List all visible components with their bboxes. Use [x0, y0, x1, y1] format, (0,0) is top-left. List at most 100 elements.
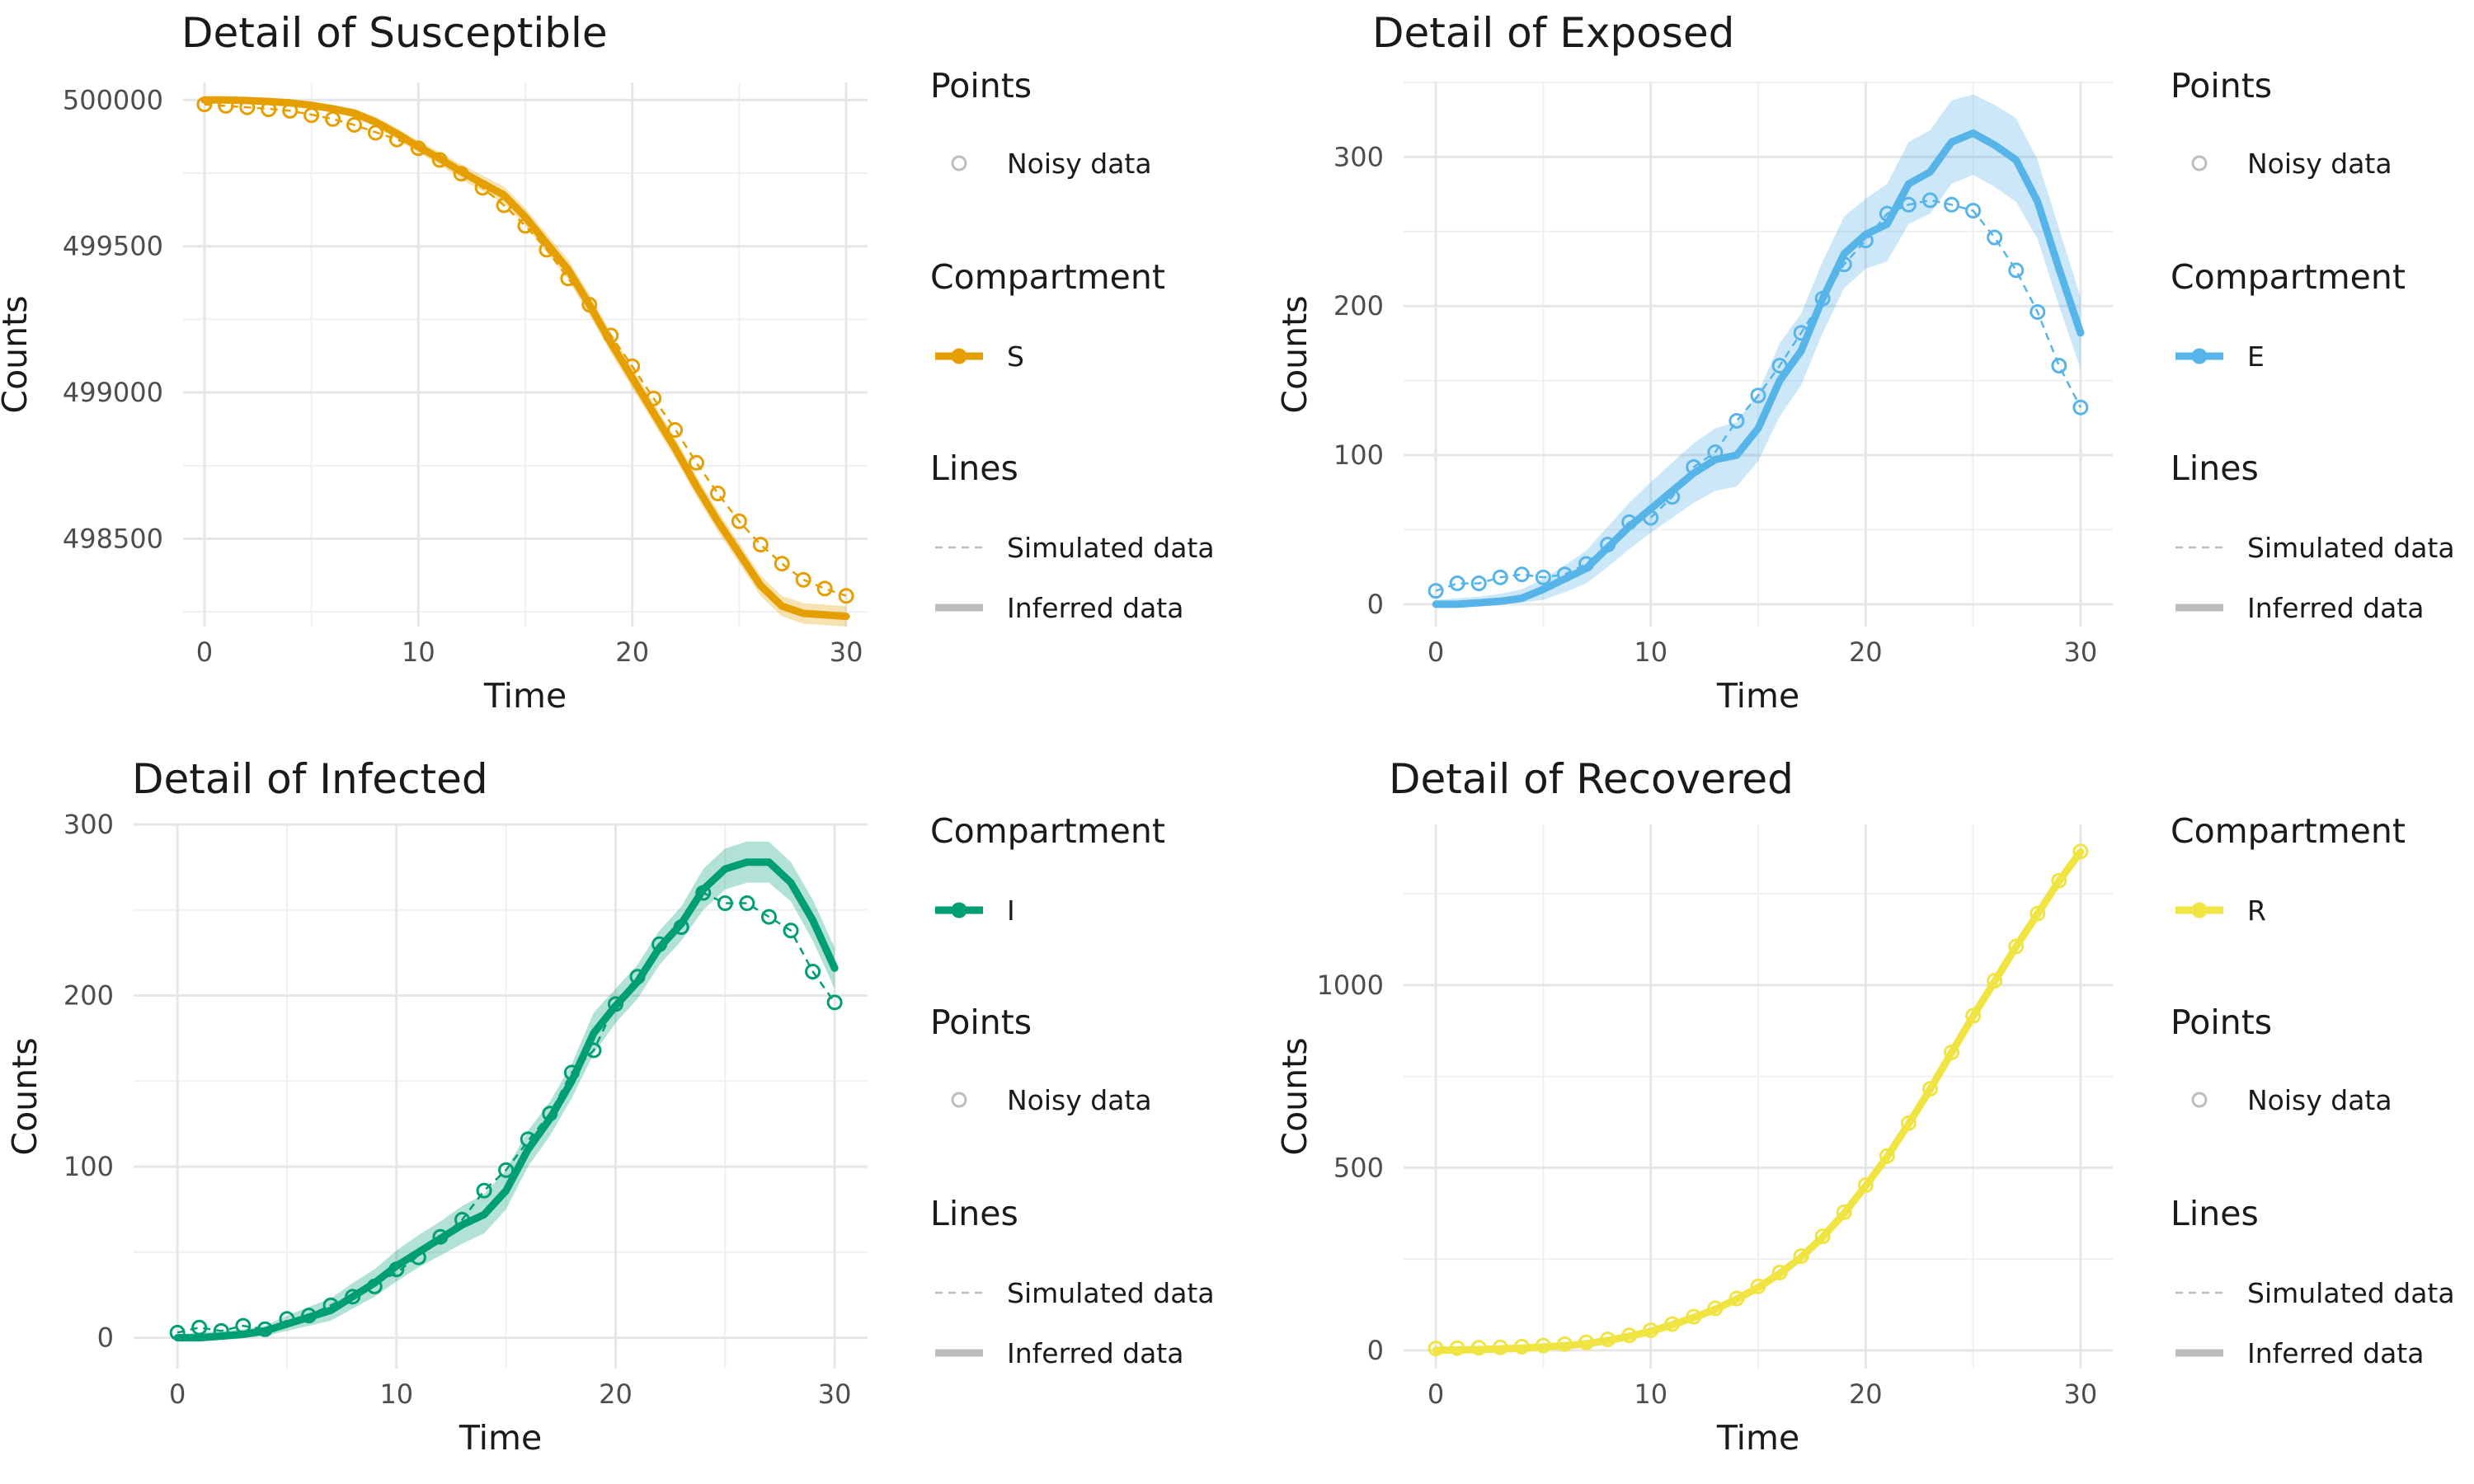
noisy-point: [474, 180, 491, 196]
y-axis-title: Counts: [5, 1037, 45, 1155]
noisy-point: [476, 1182, 492, 1199]
x-tick-label: 30: [830, 636, 863, 668]
noisy-point: [586, 1042, 602, 1059]
simulated-line: [1435, 199, 2082, 592]
x-tick-label: 20: [1849, 1378, 1883, 1410]
simulated-line: [1436, 851, 2081, 1350]
noisy-point: [191, 1319, 208, 1336]
noisy-point: [1729, 1290, 1745, 1307]
legend-title-lines: Lines: [930, 448, 1018, 488]
x-tick-label: 10: [379, 1378, 413, 1410]
y-tick-label: 499000: [63, 377, 163, 408]
noisy-point: [2008, 262, 2025, 279]
x-tick-label: 0: [169, 1378, 186, 1410]
noisy-point: [1793, 1248, 1809, 1265]
y-axis-title: Counts: [1275, 1037, 1315, 1155]
noisy-point: [410, 1249, 426, 1266]
y-tick-label: 200: [1333, 290, 1384, 322]
noisy-point: [218, 97, 234, 114]
x-tick-label: 10: [1634, 636, 1667, 668]
noisy-point: [563, 1064, 580, 1081]
noisy-point: [239, 99, 256, 115]
noisy-point: [410, 140, 426, 157]
legend-label-simulated: Simulated data: [1007, 1277, 1215, 1309]
legend-label-inferred: Inferred data: [1007, 592, 1183, 624]
x-axis-title: Time: [1716, 1418, 1799, 1458]
noisy-point: [607, 996, 623, 1012]
x-axis-title: Time: [483, 676, 567, 716]
legend-key-point-s: [951, 348, 967, 364]
noisy-point: [366, 1278, 383, 1294]
noisy-point: [256, 1321, 273, 1337]
legend-label-simulated: Simulated data: [1007, 532, 1215, 564]
noisy-point: [1686, 459, 1702, 476]
x-axis-title: Time: [459, 1418, 542, 1458]
inferred-line: [200, 96, 850, 621]
noisy-point: [367, 124, 383, 141]
noisy-point: [739, 895, 755, 911]
legend-title-points: Points: [930, 1003, 1032, 1042]
noisy-point: [1427, 1341, 1444, 1357]
noisy-point: [1965, 203, 1982, 219]
legend: Points Noisy data Compartment S Lines Simulat…: [930, 66, 1215, 624]
legend-title-compartment: Compartment: [2171, 811, 2406, 851]
chart-title: Detail of Recovered: [1389, 755, 1794, 803]
x-tick-label: 20: [599, 1378, 633, 1410]
simulated-line: [176, 891, 836, 1334]
x-tick-label: 0: [1427, 1378, 1444, 1410]
noisy-point: [1621, 514, 1638, 530]
inferred-line: [173, 858, 839, 1342]
legend-label-compartment: S: [1007, 340, 1024, 373]
noisy-point: [1470, 1340, 1487, 1356]
noisy-point: [1535, 1337, 1551, 1354]
panel-r: 0 10 20 30 0 500 1000 Detail of Recovered Time Co…: [1275, 755, 2455, 1458]
noisy-point: [603, 327, 619, 344]
legend: Compartment I Points Noisy data Lines Simulat…: [930, 811, 1215, 1369]
noisy-point: [651, 936, 668, 952]
legend: Points Noisy data Compartment E Lines Simulat…: [2171, 66, 2455, 624]
noisy-point: [1793, 325, 1809, 341]
noisy-point: [2072, 843, 2089, 860]
y-tick-label: 300: [1333, 141, 1384, 172]
noisy-point: [1729, 412, 1745, 429]
noisy-point: [1814, 290, 1831, 307]
noisy-point: [581, 297, 598, 313]
noisy-point: [1513, 1338, 1530, 1355]
legend-key-noisy: [2191, 1092, 2208, 1108]
noisy-point: [1427, 583, 1444, 599]
noisy-point: [1664, 489, 1681, 505]
legend-label-noisy: Noisy data: [1007, 148, 1152, 180]
legend-label-noisy: Noisy data: [2247, 148, 2392, 180]
noisy-point: [2030, 303, 2046, 320]
legend-title-compartment: Compartment: [2171, 257, 2406, 297]
noisy-point: [1836, 256, 1852, 273]
noisy-point: [1944, 196, 1960, 213]
y-tick-label: 1000: [1317, 970, 1384, 1001]
noisy-point: [517, 218, 534, 234]
noisy-point: [816, 580, 833, 597]
chart-title: Detail of Exposed: [1372, 9, 1734, 57]
x-tick-label: 10: [1634, 1378, 1667, 1410]
noisy-point: [539, 242, 555, 258]
noisy-point: [2072, 399, 2089, 416]
legend-label-compartment: R: [2247, 895, 2266, 927]
legend-label-inferred: Inferred data: [2247, 1337, 2424, 1369]
noisy-point: [1750, 1278, 1766, 1294]
noisy-point: [752, 537, 769, 553]
noisy-point: [1750, 387, 1766, 404]
noisy-point: [431, 152, 448, 168]
noisy-point: [213, 1322, 229, 1339]
y-tick-label: 498500: [63, 524, 163, 555]
noisy-point: [1492, 1339, 1508, 1355]
noisy-point: [498, 1162, 515, 1178]
noisy-point: [261, 101, 277, 118]
noisy-point: [1578, 556, 1595, 572]
x-tick-label: 20: [1849, 636, 1883, 668]
noisy-point: [1470, 575, 1487, 592]
noisy-point: [1600, 1331, 1616, 1348]
x-tick-label: 10: [402, 636, 435, 668]
noisy-point: [1921, 192, 1938, 209]
noisy-point: [2051, 872, 2067, 889]
noisy-point: [629, 969, 646, 985]
